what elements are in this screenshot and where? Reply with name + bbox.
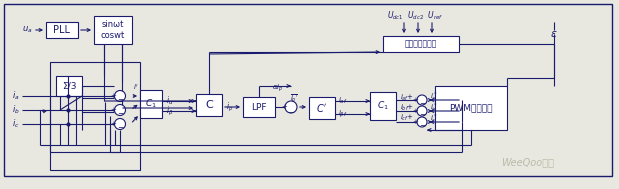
- Text: C: C: [205, 100, 213, 110]
- Bar: [94, 16, 132, 44]
- Text: −: −: [419, 122, 425, 130]
- Text: −: −: [419, 99, 425, 108]
- Text: $i_b^*$: $i_b^*$: [430, 101, 438, 115]
- Bar: [243, 97, 275, 117]
- Text: $i_p$: $i_p$: [226, 100, 233, 114]
- Text: $u_a$: $u_a$: [22, 25, 33, 35]
- Text: $C_1$: $C_1$: [377, 100, 389, 112]
- Bar: [383, 36, 459, 52]
- Text: WeeQoo维库: WeeQoo维库: [501, 157, 555, 167]
- Text: $i_α$: $i_α$: [166, 95, 173, 107]
- Bar: [50, 62, 140, 170]
- Bar: [196, 94, 222, 116]
- Bar: [309, 97, 335, 119]
- Text: −: −: [287, 108, 295, 118]
- Text: +: +: [412, 119, 418, 125]
- Text: sinωt
coswt: sinωt coswt: [101, 20, 125, 40]
- Text: +: +: [412, 97, 418, 103]
- Text: −: −: [117, 95, 123, 105]
- Text: +: +: [110, 107, 116, 113]
- Text: $C_1$: $C_1$: [145, 98, 157, 110]
- Bar: [56, 76, 82, 96]
- Text: $i_{af}$+: $i_{af}$+: [400, 93, 414, 103]
- Text: $i_a^*$: $i_a^*$: [430, 90, 438, 104]
- Text: −: −: [419, 111, 425, 119]
- Circle shape: [285, 101, 297, 113]
- Circle shape: [417, 117, 427, 127]
- Text: $i_β$: $i_β$: [166, 105, 173, 118]
- Text: −: −: [117, 109, 123, 119]
- Circle shape: [417, 95, 427, 105]
- Text: $U_{dc1}$  $U_{dc2}$  $U_{ref}$: $U_{dc1}$ $U_{dc2}$ $U_{ref}$: [387, 10, 443, 22]
- Text: −: −: [117, 123, 123, 132]
- Circle shape: [417, 106, 427, 116]
- Text: +: +: [110, 93, 116, 99]
- Text: $i_c^*$: $i_c^*$: [430, 112, 438, 126]
- Text: $i_{cf}$+: $i_{cf}$+: [400, 113, 413, 123]
- Text: $i_{αf}$: $i_{αf}$: [338, 96, 347, 106]
- Bar: [140, 90, 162, 118]
- Text: $C'$: $C'$: [316, 102, 327, 114]
- Text: LPF: LPF: [251, 102, 267, 112]
- Text: $i_a$: $i_a$: [12, 90, 20, 102]
- Text: +: +: [110, 121, 116, 127]
- Text: $i_{βf}$: $i_{βf}$: [338, 108, 347, 120]
- Bar: [435, 86, 507, 130]
- Text: Σ/3: Σ/3: [62, 81, 76, 91]
- Circle shape: [115, 119, 126, 129]
- Bar: [46, 22, 78, 38]
- Text: PWM控制环节: PWM控制环节: [449, 104, 493, 112]
- Text: $i_{bf}$+: $i_{bf}$+: [400, 103, 414, 113]
- Text: $\overline{i_p}'$: $\overline{i_p}'$: [290, 93, 298, 105]
- Text: +: +: [412, 108, 418, 114]
- Text: $i_b$: $i_b$: [12, 104, 20, 116]
- Text: +: +: [281, 104, 287, 110]
- Text: ε: ε: [551, 29, 557, 39]
- Circle shape: [115, 91, 126, 101]
- Text: $αi_p$: $αi_p$: [272, 82, 284, 94]
- Circle shape: [115, 105, 126, 115]
- Text: 直流侧电压调节: 直流侧电压调节: [405, 40, 437, 49]
- Text: PLL: PLL: [53, 25, 71, 35]
- Text: $i_c$: $i_c$: [12, 118, 19, 130]
- Text: $i'$: $i'$: [133, 82, 139, 92]
- Bar: [370, 92, 396, 120]
